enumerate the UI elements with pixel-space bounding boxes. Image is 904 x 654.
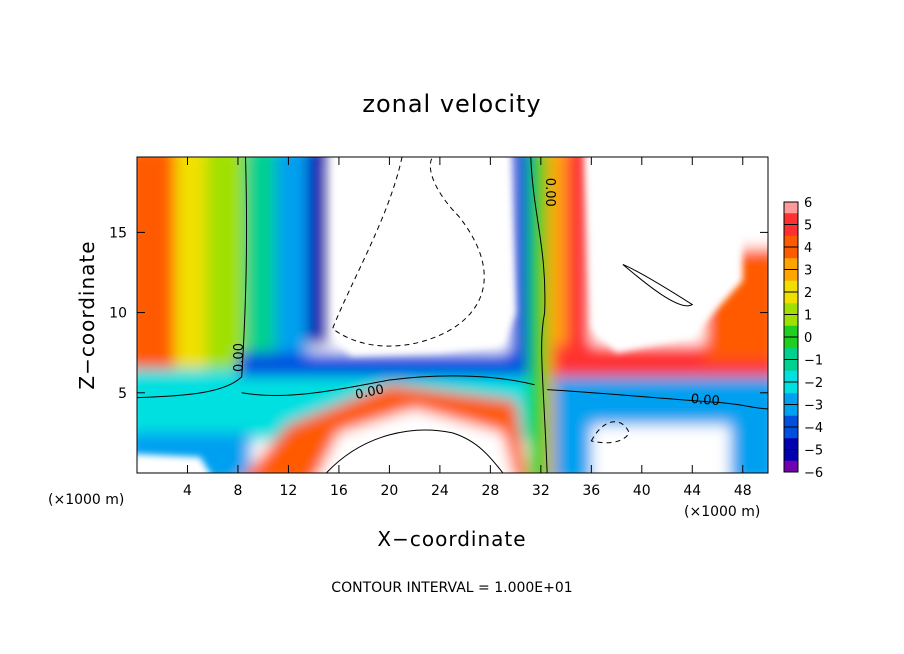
colorbar-swatch-7b [784,370,798,383]
colorbar-swatch-10a [784,427,798,439]
colorbar: 6 5 4 3 2 1 0 −1 −2 −3 −4 −5 −6 [783,196,823,481]
field-white-regions [137,157,743,473]
colorbar-label-2: 4 [804,241,812,256]
x-tick-label-20: 20 [380,483,398,499]
colorbar-label-6: 0 [804,331,812,346]
x-unit-note: (×1000 m) [684,504,760,520]
contour-right-loop [622,264,694,307]
field-right-interface [553,376,768,417]
x-axis-title: X−coordinate [377,527,526,551]
field-teal-column [244,157,276,385]
colorbar-swatch-0b [784,213,798,225]
colorbar-swatch-2b [784,258,798,270]
contour-label-1: 0.00 [232,343,247,372]
colorbar-swatch-8a [784,382,798,394]
contour-label-4: 0.00 [690,392,720,409]
colorbar-swatch-1a [784,224,798,237]
field-lower-white [318,408,514,473]
colorbar-swatch-3b [784,280,798,293]
colorbar-swatch-6b [784,348,798,360]
colorbar-label-0: 6 [804,196,812,211]
x-tick-label-36: 36 [582,483,600,499]
colorbar-swatch-9a [784,404,798,417]
field-blue-column [275,157,308,377]
colorbar-swatch-1b [784,235,798,248]
x-axis-ticks: 4 8 12 16 20 24 28 32 36 40 44 48 [183,157,752,499]
colorbar-label-11: −5 [804,444,823,459]
field-jet-green [528,157,548,473]
colorbar-swatch-11b [784,460,798,473]
field-upper-right-white [585,157,743,353]
y-tick-label-5: 5 [118,386,127,402]
colorbar-swatch-2a [784,247,798,259]
colorbar-label-7: −1 [804,354,823,369]
contour-zero-interface [241,375,535,397]
contour-zero-right [547,389,768,410]
y-tick-label-15: 15 [109,225,127,241]
x-tick-label-8: 8 [233,483,242,499]
contour-lines: 0.00 0.00 0.00 0.00 [137,157,768,473]
contour-lower-right-dashed [590,421,630,444]
contour-label-2: 0.00 [354,382,385,403]
colorbar-label-4: 2 [804,286,812,301]
field-lower-left-white [137,453,210,473]
contour-label-3: 0.00 [542,178,557,207]
colorbar-label-3: 3 [804,264,812,279]
colorbar-swatch-9b [784,415,798,428]
x-tick-label-44: 44 [683,483,701,499]
colorbar-swatch-4a [784,292,798,304]
colorbar-label-5: 1 [804,309,812,324]
y-unit-note: (×1000 m) [48,492,124,508]
y-tick-label-10: 10 [109,306,127,322]
y-axis-title: Z−coordinate [75,240,99,389]
colorbar-label-8: −2 [804,376,823,391]
colorbar-swatch-6a [784,337,798,349]
colorbar-swatch-4b [784,303,798,315]
field-interface-upper [237,352,516,377]
colorbar-label-10: −4 [804,421,823,436]
x-tick-label-24: 24 [431,483,449,499]
chart-title: zonal velocity [362,90,541,118]
contour-lower-loop [325,429,504,473]
colorbar-swatch-3a [784,269,798,282]
colorbar-swatch-5a [784,314,798,327]
contour-interval-note: CONTOUR INTERVAL = 1.000E+01 [331,580,572,596]
colorbar-swatch-11a [784,449,798,462]
x-tick-label-4: 4 [183,483,192,499]
colorbar-swatch-10b [784,438,798,450]
x-tick-label-16: 16 [330,483,348,499]
plot-frame [136,156,769,474]
colorbar-swatch-0a [784,202,798,214]
colorbar-swatch-8b [784,393,798,405]
colorbar-label-12: −6 [804,466,823,481]
field-darkblue-column [307,157,329,345]
y-axis-ticks: 5 10 15 [109,225,768,402]
colorbar-swatch-5b [784,325,798,338]
x-tick-label-28: 28 [481,483,499,499]
x-tick-label-12: 12 [280,483,298,499]
field-upper-white-core [332,157,516,356]
field-right-lower-white [591,424,731,473]
colorbar-swatch-7a [784,359,798,372]
x-tick-label-40: 40 [633,483,651,499]
colorbar-label-1: 5 [804,219,812,234]
contour-negative-dashed [332,157,485,347]
contour-zero-left [137,157,248,399]
contour-zero-jet [530,157,548,473]
x-tick-label-48: 48 [734,483,752,499]
x-tick-label-32: 32 [532,483,550,499]
colorbar-label-9: −3 [804,399,823,414]
